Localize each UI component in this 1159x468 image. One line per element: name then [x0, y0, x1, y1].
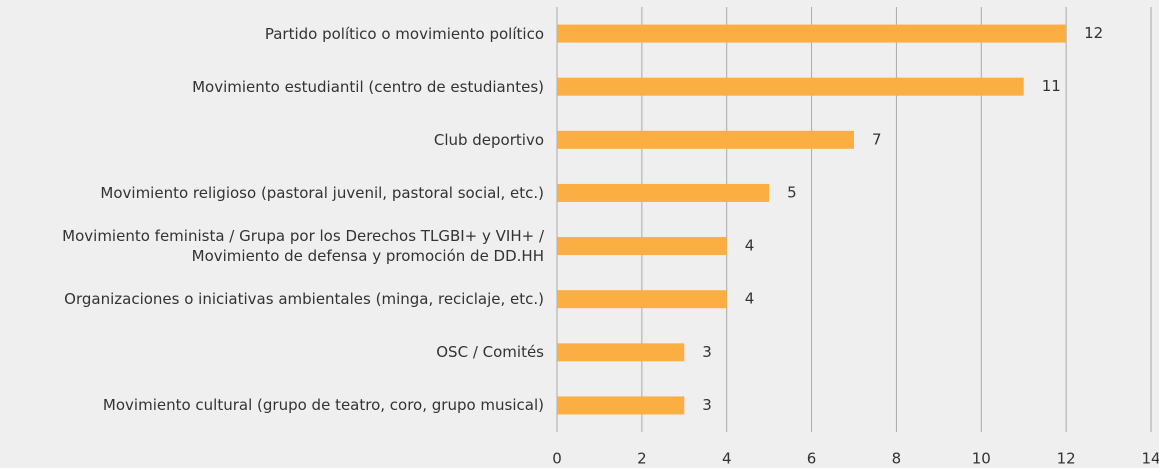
x-tick-label: 6 [807, 450, 817, 468]
bar [557, 77, 1024, 96]
value-label: 12 [1084, 24, 1103, 42]
x-tick-label: 0 [552, 450, 562, 468]
category-label: Organizaciones o iniciativas ambientales… [64, 290, 544, 309]
bar [557, 343, 685, 362]
category-label: Movimiento feminista / Grupa por los Der… [62, 227, 544, 266]
category-label: OSC / Comités [436, 343, 544, 362]
category-label: Movimiento estudiantil (centro de estudi… [192, 77, 544, 96]
bar [557, 24, 1067, 43]
x-tick-label: 2 [637, 450, 647, 468]
x-tick-label: 14 [1141, 450, 1159, 468]
x-tick-label: 8 [892, 450, 902, 468]
bar [557, 290, 727, 309]
value-label: 3 [702, 343, 712, 361]
bar [557, 130, 854, 149]
category-label: Movimiento cultural (grupo de teatro, co… [102, 396, 544, 415]
category-label: Partido político o movimiento político [264, 24, 544, 43]
category-label: Club deportivo [433, 130, 544, 149]
x-tick-label: 4 [722, 450, 732, 468]
bar [557, 396, 685, 415]
x-tick-label: 10 [972, 450, 991, 468]
value-label: 11 [1042, 77, 1061, 95]
x-tick-label: 12 [1057, 450, 1076, 468]
value-label: 4 [745, 237, 755, 255]
value-label: 3 [702, 396, 712, 414]
bar [557, 183, 770, 202]
category-label: Movimiento religioso (pastoral juvenil, … [100, 183, 544, 202]
value-label: 7 [872, 130, 882, 148]
value-label: 5 [787, 183, 797, 201]
value-label: 4 [745, 290, 755, 308]
bar [557, 237, 727, 256]
